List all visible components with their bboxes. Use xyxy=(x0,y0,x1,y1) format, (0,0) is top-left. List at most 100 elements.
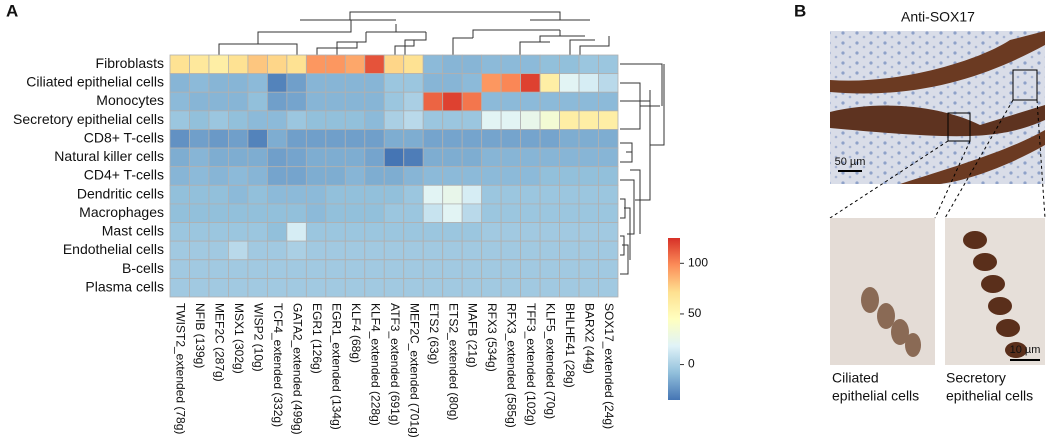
heatmap-cell xyxy=(364,184,385,205)
heatmap-cell xyxy=(305,240,327,261)
heatmap-cell xyxy=(442,73,463,93)
heatmap-cell xyxy=(344,129,366,149)
inset-caption: Ciliated xyxy=(832,370,879,386)
heatmap-cell xyxy=(559,110,580,130)
heatmap-cell xyxy=(500,54,522,75)
heatmap-cell xyxy=(461,240,483,261)
heatmap-cell xyxy=(422,54,444,75)
heatmap-cell xyxy=(383,277,405,298)
heatmap-cell xyxy=(189,259,210,279)
heatmap-cell xyxy=(461,54,483,75)
heatmap-cell xyxy=(344,73,366,93)
heatmap-cell xyxy=(598,240,619,261)
heatmap-cell xyxy=(403,129,424,149)
heatmap-cell xyxy=(461,259,483,279)
heatmap-cell xyxy=(305,91,327,112)
column-label: KLF5_extended (70g) xyxy=(544,303,558,419)
heatmap-cell xyxy=(189,240,210,261)
heatmap-cell xyxy=(422,240,444,261)
heatmap-cell xyxy=(266,54,288,75)
row-label: CD8+ T-cells xyxy=(84,129,164,145)
inset-caption: epithelial cells xyxy=(832,388,919,404)
heatmap-cell xyxy=(500,259,522,279)
heatmap-cell xyxy=(481,147,502,168)
heatmap-cell xyxy=(539,91,560,112)
heatmap-cell xyxy=(247,203,268,223)
heatmap-cell xyxy=(364,129,385,149)
heatmap-cell xyxy=(403,166,424,186)
heatmap-cell xyxy=(520,54,541,75)
heatmap-cell xyxy=(344,166,366,186)
heatmap-cell xyxy=(286,240,307,261)
heatmap-cell xyxy=(598,129,619,149)
heatmap-cell xyxy=(461,129,483,149)
heatmap-cell xyxy=(305,147,327,168)
column-label: ETS2 (63g) xyxy=(427,303,441,364)
heatmap-cell xyxy=(305,166,327,186)
row-label: Secretory epithelial cells xyxy=(13,111,164,127)
heatmap-cell xyxy=(228,277,249,298)
heatmap-cell xyxy=(189,277,210,298)
column-label: KLF4_extended (228g) xyxy=(368,303,382,426)
heatmap-cell xyxy=(305,73,327,93)
heatmap-cell xyxy=(169,129,190,149)
heatmap-cell xyxy=(500,277,522,298)
row-label: Macrophages xyxy=(79,204,164,220)
heatmap-cell xyxy=(189,110,210,130)
heatmap-cell xyxy=(442,166,463,186)
heatmap-cell xyxy=(364,203,385,223)
heatmap-cell xyxy=(364,91,385,112)
heatmap-cell xyxy=(500,110,522,130)
heatmap-cell xyxy=(266,277,288,298)
heatmap-cell xyxy=(559,184,580,205)
heatmap-cell xyxy=(520,166,541,186)
heatmap-cell xyxy=(539,240,560,261)
heatmap-cell xyxy=(247,222,268,242)
heatmap-cell xyxy=(578,147,599,168)
heatmap-cell xyxy=(325,203,346,223)
heatmap-cell xyxy=(266,147,288,168)
column-label: NFIB (139g) xyxy=(193,303,207,368)
heatmap-cell xyxy=(500,91,522,112)
column-label: TFF3_extended (102g) xyxy=(524,303,538,426)
column-label: BARX2 (44g) xyxy=(583,303,597,374)
heatmap-cell xyxy=(500,166,522,186)
heatmap-cell xyxy=(189,203,210,223)
column-label: EGR1_extended (134g) xyxy=(329,303,343,430)
row-label: Dendritic cells xyxy=(77,185,164,201)
heatmap-cell xyxy=(344,240,366,261)
heatmap-cell xyxy=(383,129,405,149)
heatmap-cell xyxy=(325,110,346,130)
heatmap-cell xyxy=(344,147,366,168)
column-label: WISP2 (10g) xyxy=(251,303,265,372)
heatmap-cell xyxy=(228,184,249,205)
panel-label-b: B xyxy=(794,1,806,20)
heatmap-cell xyxy=(598,110,619,130)
heatmap-cell xyxy=(266,91,288,112)
heatmap-cell xyxy=(461,222,483,242)
heatmap-cell xyxy=(169,110,190,130)
heatmap-cell xyxy=(578,166,599,186)
heatmap-cell xyxy=(598,184,619,205)
heatmap-cell xyxy=(539,129,560,149)
column-dendrogram xyxy=(218,11,610,55)
heatmap-cell xyxy=(559,240,580,261)
heatmap-cell xyxy=(266,129,288,149)
heatmap-cell xyxy=(422,259,444,279)
heatmap-cell xyxy=(559,91,580,112)
heatmap-cell xyxy=(539,54,560,75)
heatmap-cell xyxy=(383,110,405,130)
heatmap-cell xyxy=(344,259,366,279)
heatmap-cell xyxy=(266,73,288,93)
heatmap-cell xyxy=(383,147,405,168)
inset-box xyxy=(1012,69,1038,101)
heatmap-cell xyxy=(169,203,190,223)
heatmap-cell xyxy=(461,110,483,130)
heatmap-cell xyxy=(539,277,560,298)
heatmap-cell xyxy=(383,259,405,279)
heatmap-cell xyxy=(559,73,580,93)
heatmap-cell xyxy=(208,222,229,242)
heatmap-cell xyxy=(422,203,444,223)
heatmap-cell xyxy=(520,203,541,223)
heatmap-cell xyxy=(539,110,560,130)
